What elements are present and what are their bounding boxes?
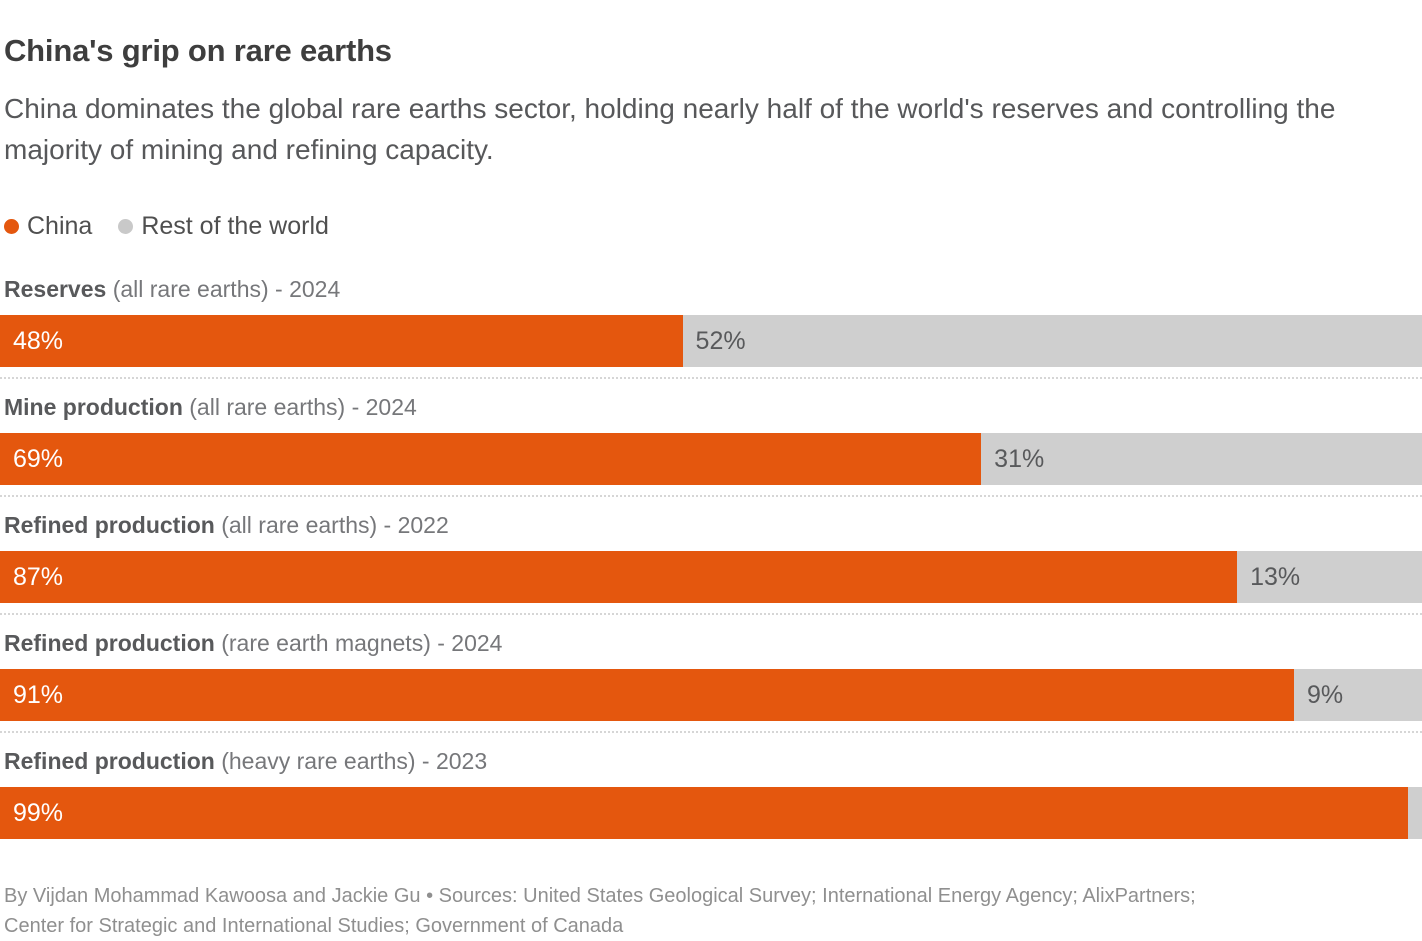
row-metric: Refined production: [4, 748, 215, 775]
bar-segment-rest-of-world: [1407, 787, 1422, 840]
china-value-label: 91%: [13, 680, 64, 709]
china-value-label: 69%: [13, 444, 64, 473]
attribution-line-1: By Vijdan Mohammad Kawoosa and Jackie Gu…: [4, 885, 1196, 908]
row-divider: [0, 731, 1422, 734]
chart-row-refined-production-magnets: Refined production (rare earth magnets) …: [0, 629, 1422, 734]
row-qualifier: (all rare earths) - 2024: [189, 394, 417, 421]
bar-segment-rest-of-world: 9%: [1294, 669, 1422, 722]
row-divider: [0, 377, 1422, 380]
row-label: Refined production (all rare earths) - 2…: [0, 511, 1422, 539]
china-value-label: 48%: [13, 326, 64, 355]
bar-segment-rest-of-world: 13%: [1237, 551, 1422, 604]
legend-item-rest-of-world: Rest of the world: [118, 212, 329, 241]
bar-chart: Reserves (all rare earths) - 2024 48% 52…: [0, 275, 1422, 840]
legend-item-china: China: [4, 212, 92, 241]
chart-row-refined-production-all: Refined production (all rare earths) - 2…: [0, 511, 1422, 616]
chart-subtitle: China dominates the global rare earths s…: [4, 93, 1336, 165]
rest-value-label: 13%: [1250, 562, 1301, 591]
row-qualifier: (heavy rare earths) - 2023: [221, 748, 488, 775]
bar-segment-china: 87%: [0, 551, 1238, 604]
row-qualifier: (all rare earths) - 2024: [112, 276, 341, 303]
rest-value-label: 31%: [994, 444, 1045, 473]
row-label: Mine production (all rare earths) - 2024: [0, 393, 1422, 421]
chart-title: China's grip on rare earths: [4, 32, 392, 68]
rest-of-world-color-dot-icon: [118, 219, 134, 235]
bar-segment-china: 69%: [0, 433, 982, 486]
rest-value-label: 52%: [695, 326, 746, 355]
row-qualifier: (rare earth magnets) - 2024: [221, 630, 503, 657]
chart-row-mine-production: Mine production (all rare earths) - 2024…: [0, 393, 1422, 498]
stacked-bar: 91% 9%: [0, 669, 1422, 722]
bar-segment-china: 99%: [0, 787, 1408, 840]
stacked-bar: 48% 52%: [0, 315, 1422, 368]
row-qualifier: (all rare earths) - 2022: [221, 512, 449, 539]
source-attribution: By Vijdan Mohammad Kawoosa and Jackie Gu…: [4, 881, 1418, 941]
attribution-line-2: Center for Strategic and International S…: [4, 915, 624, 938]
stacked-bar: 99%: [0, 787, 1422, 840]
row-metric: Mine production: [4, 394, 183, 421]
row-metric: Refined production: [4, 512, 215, 539]
row-label: Reserves (all rare earths) - 2024: [0, 275, 1422, 303]
row-label: Refined production (rare earth magnets) …: [0, 629, 1422, 657]
chart-row-refined-production-heavy: Refined production (heavy rare earths) -…: [0, 747, 1422, 840]
bar-segment-rest-of-world: 52%: [682, 315, 1422, 368]
rest-value-label: 9%: [1307, 680, 1344, 709]
row-divider: [0, 613, 1422, 616]
legend-label-china: China: [27, 212, 93, 241]
row-divider: [0, 495, 1422, 498]
legend-label-rest-of-world: Rest of the world: [141, 212, 329, 241]
chart-row-reserves: Reserves (all rare earths) - 2024 48% 52…: [0, 275, 1422, 380]
bar-segment-china: 48%: [0, 315, 683, 368]
bar-segment-china: 91%: [0, 669, 1295, 722]
china-color-dot-icon: [4, 219, 19, 235]
stacked-bar: 87% 13%: [0, 551, 1422, 604]
row-metric: Refined production: [4, 630, 215, 657]
china-value-label: 87%: [13, 562, 64, 591]
row-metric: Reserves: [4, 276, 107, 303]
row-label: Refined production (heavy rare earths) -…: [0, 747, 1422, 775]
china-value-label: 99%: [13, 798, 64, 827]
stacked-bar: 69% 31%: [0, 433, 1422, 486]
legend: China Rest of the world: [4, 212, 1418, 241]
bar-segment-rest-of-world: 31%: [981, 433, 1422, 486]
